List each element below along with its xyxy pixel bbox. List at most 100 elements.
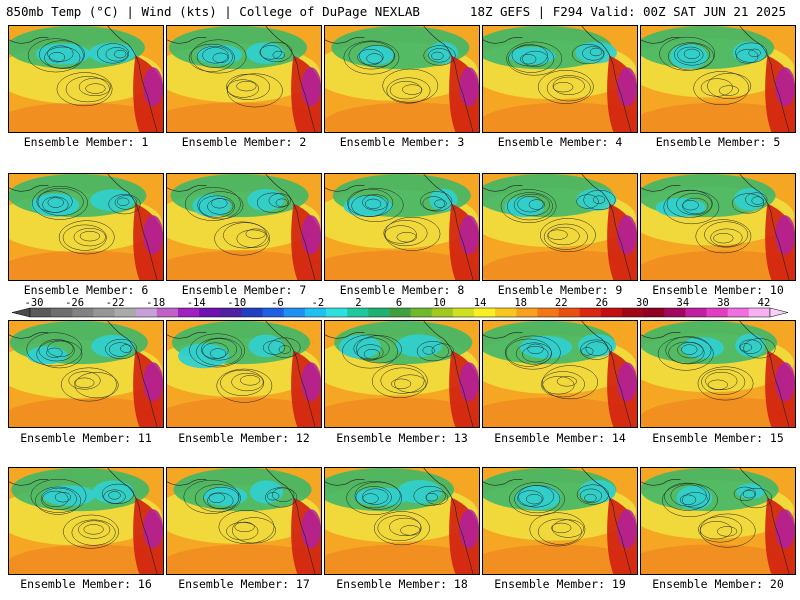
- ensemble-map-panel: [166, 25, 322, 133]
- colorbar-segment: [537, 308, 559, 317]
- colorbar-segment: [114, 308, 137, 317]
- colorbar-tick-label: -14: [186, 297, 206, 309]
- temperature-wind-map: [167, 468, 321, 574]
- ensemble-map-panel: [8, 25, 164, 133]
- ensemble-member-label: Ensemble Member: 2: [181, 135, 307, 149]
- colorbar-segment: [495, 308, 517, 317]
- ensemble-member-label: Ensemble Member: 5: [655, 135, 781, 149]
- colorbar-segment: [326, 308, 348, 317]
- colorbar-segment: [368, 308, 390, 317]
- colorbar-tick-label: 6: [395, 297, 403, 309]
- colorbar-segment: [283, 308, 306, 317]
- temperature-wind-map: [9, 174, 163, 280]
- colorbar-segment: [410, 308, 433, 317]
- ensemble-member-label: Ensemble Member: 1: [23, 135, 149, 149]
- colorbar-segment: [622, 308, 644, 317]
- ensemble-map-panel: [482, 320, 638, 428]
- colorbar-segment: [178, 308, 200, 317]
- temperature-wind-map: [167, 174, 321, 280]
- colorbar-segment: [452, 308, 475, 317]
- ensemble-member-label: Ensemble Member: 3: [339, 135, 465, 149]
- colorbar-segment: [156, 308, 179, 317]
- colorbar-tick-label: -26: [65, 297, 85, 309]
- ensemble-map-panel: [640, 320, 796, 428]
- colorbar-segment: [579, 308, 602, 317]
- colorbar-segment: [558, 308, 581, 317]
- ensemble-map-panel: [8, 467, 164, 575]
- ensemble-map-panel: [640, 25, 796, 133]
- colorbar-segment: [220, 308, 242, 317]
- temperature-wind-map: [641, 26, 795, 132]
- temperature-wind-map: [9, 321, 163, 427]
- ensemble-member-label: Ensemble Member: 8: [339, 283, 465, 297]
- ensemble-member-label: Ensemble Member: 16: [20, 577, 152, 591]
- temperature-wind-map: [641, 468, 795, 574]
- temperature-wind-map: [641, 321, 795, 427]
- ensemble-map-panel: [324, 25, 480, 133]
- temperature-wind-map: [9, 26, 163, 132]
- colorbar-segment: [474, 308, 496, 317]
- ensemble-member-label: Ensemble Member: 7: [181, 283, 307, 297]
- colorbar-tick-label: 18: [514, 297, 527, 309]
- ensemble-map-panel: [166, 320, 322, 428]
- colorbar-segment: [516, 308, 538, 317]
- colorbar-tick-label: 30: [636, 297, 649, 309]
- temperature-wind-map: [325, 321, 479, 427]
- ensemble-member-label: Ensemble Member: 6: [23, 283, 149, 297]
- colorbar-segment: [748, 308, 771, 317]
- colorbar-segment: [51, 308, 73, 317]
- colorbar-tick-label: -10: [227, 297, 247, 309]
- colorbar-tick-label: -18: [146, 297, 166, 309]
- colorbar-segment: [199, 308, 221, 317]
- ensemble-member-label: Ensemble Member: 12: [178, 431, 310, 445]
- ensemble-member-label: Ensemble Member: 20: [652, 577, 784, 591]
- ensemble-member-label: Ensemble Member: 14: [494, 431, 626, 445]
- colorbar-tick-label: -22: [105, 297, 125, 309]
- colorbar-segment: [431, 308, 454, 317]
- colorbar-tick-label: -6: [271, 297, 284, 309]
- colorbar-segment: [706, 308, 729, 317]
- colorbar-segment: [727, 308, 750, 317]
- temperature-wind-map: [325, 468, 479, 574]
- colorbar-tick-label: 38: [717, 297, 730, 309]
- ensemble-member-label: Ensemble Member: 15: [652, 431, 784, 445]
- colorbar-segment: [241, 308, 263, 317]
- colorbar-tick-label: 26: [595, 297, 609, 309]
- run-valid-time: 18Z GEFS | F294 Valid: 00Z SAT JUN 21 20…: [469, 4, 786, 19]
- colorbar-tick-label: 14: [473, 297, 487, 309]
- colorbar-tick-label: -30: [24, 297, 44, 309]
- ensemble-map-panel: [324, 173, 480, 281]
- temperature-wind-map: [167, 321, 321, 427]
- temperature-wind-map: [483, 468, 637, 574]
- temperature-wind-map: [167, 26, 321, 132]
- colorbar-segment: [685, 308, 707, 317]
- temperature-wind-map: [483, 174, 637, 280]
- colorbar-segment: [72, 308, 94, 317]
- ensemble-member-label: Ensemble Member: 19: [494, 577, 626, 591]
- colorbar-segment: [93, 308, 115, 317]
- colorbar-tick-label: 42: [757, 297, 771, 309]
- map-title: 850mb Temp (°C) | Wind (kts) | College o…: [6, 4, 420, 19]
- colorbar-tick-label: 34: [676, 297, 690, 309]
- ensemble-map-panel: [8, 320, 164, 428]
- colorbar-segment: [664, 308, 686, 317]
- ensemble-map-panel: [482, 173, 638, 281]
- colorbar-segment: [389, 308, 411, 317]
- colorbar-segment: [30, 308, 52, 317]
- colorbar-strip: [11, 307, 789, 318]
- colorbar-segment: [304, 308, 327, 317]
- ensemble-member-label: Ensemble Member: 11: [20, 431, 152, 445]
- ensemble-member-label: Ensemble Member: 13: [336, 431, 468, 445]
- ensemble-member-label: Ensemble Member: 17: [178, 577, 310, 591]
- colorbar-segment: [347, 308, 369, 317]
- colorbar-min-arrow: [11, 307, 31, 318]
- colorbar-segment: [262, 308, 285, 317]
- colorbar-tick-label: 22: [554, 297, 568, 309]
- temperature-wind-map: [9, 468, 163, 574]
- ensemble-map-panel: [324, 320, 480, 428]
- temperature-wind-map: [325, 26, 479, 132]
- colorbar-tick-label: 2: [355, 297, 362, 309]
- colorbar-tick-label: 10: [433, 297, 446, 309]
- ensemble-map-panel: [640, 467, 796, 575]
- colorbar-segment: [643, 308, 665, 317]
